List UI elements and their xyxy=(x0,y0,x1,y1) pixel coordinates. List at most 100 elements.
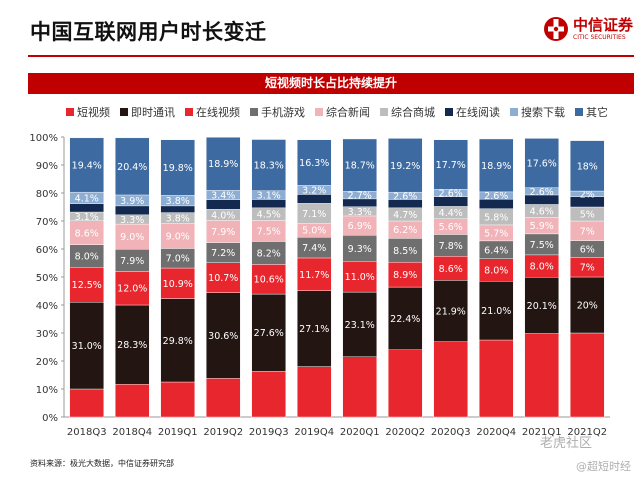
x-tick-label: 2019Q1 xyxy=(158,427,198,438)
legend-label-1: 即时通讯 xyxy=(131,106,175,119)
legend-label-6: 在线阅读 xyxy=(456,105,500,119)
data-label-7-7: 2.6% xyxy=(393,191,417,202)
data-label-3-10: 7.5% xyxy=(530,240,554,251)
bar-segment-0-0 xyxy=(69,388,104,418)
data-label-4-0: 8.6% xyxy=(75,228,99,239)
legend-label-8: 其它 xyxy=(586,105,608,119)
data-label-2-11: 7% xyxy=(580,263,595,274)
data-label-7-3: 3.4% xyxy=(211,190,235,201)
x-tick-label: 2018Q3 xyxy=(67,427,107,438)
data-label-7-9: 2.6% xyxy=(484,191,508,202)
data-label-5-5: 7.1% xyxy=(302,209,326,220)
y-tick-label: 40% xyxy=(36,301,58,312)
data-label-1-9: 21.0% xyxy=(481,306,511,317)
data-label-8-2: 19.8% xyxy=(163,163,193,174)
bar-segment-0-3 xyxy=(206,378,241,418)
data-label-4-3: 7.9% xyxy=(211,227,235,238)
data-label-3-11: 6% xyxy=(580,245,595,256)
data-label-5-3: 4.0% xyxy=(211,210,235,221)
data-label-2-2: 10.9% xyxy=(163,279,193,290)
data-label-8-6: 18.7% xyxy=(345,161,375,172)
legend-swatch-7 xyxy=(510,108,518,116)
bar-segment-2-0 xyxy=(69,267,104,303)
data-label-5-11: 5% xyxy=(580,210,595,221)
y-tick-label: 20% xyxy=(36,357,58,368)
bar-segment-3-6 xyxy=(342,235,377,262)
bar-segment-0-1 xyxy=(115,384,150,418)
bar-segment-0-9 xyxy=(479,339,514,418)
x-tick-label: 2019Q2 xyxy=(203,427,243,438)
data-label-1-2: 29.8% xyxy=(163,336,193,347)
bar-segment-2-4 xyxy=(251,264,286,295)
bar-segment-0-8 xyxy=(433,341,468,418)
data-label-5-2: 3.8% xyxy=(166,213,190,224)
data-label-4-11: 7% xyxy=(580,226,595,237)
bar-segment-8-0 xyxy=(69,137,104,193)
bar-segment-0-7 xyxy=(388,349,423,418)
data-label-2-7: 8.9% xyxy=(393,270,417,281)
data-label-8-0: 19.4% xyxy=(72,161,102,172)
legend-swatch-1 xyxy=(120,108,128,116)
source-note: 资料来源：极光大数据，中信证券研究部 xyxy=(30,459,174,468)
watermark-community: 老虎社区 xyxy=(540,436,593,451)
data-label-7-11: 2% xyxy=(580,189,595,200)
data-label-7-0: 4.1% xyxy=(75,193,99,204)
legend-swatch-5 xyxy=(380,108,388,116)
legend-swatch-0 xyxy=(66,108,74,116)
data-label-7-2: 3.8% xyxy=(166,196,190,207)
data-label-3-4: 8.2% xyxy=(257,248,281,259)
bar-segment-4-0 xyxy=(69,220,104,246)
data-label-5-6: 3.3% xyxy=(348,207,372,218)
data-label-4-10: 5.9% xyxy=(530,221,554,232)
logo-name: 中信证券 xyxy=(573,16,634,34)
bar-segment-8-1 xyxy=(115,137,150,196)
bar-segment-1-6 xyxy=(342,291,377,357)
data-label-8-9: 18.9% xyxy=(481,161,511,172)
legend-swatch-2 xyxy=(185,108,193,116)
data-label-4-5: 5.0% xyxy=(302,226,326,237)
brand-logo: 中信证券 CITIC SECURITIES xyxy=(543,14,635,50)
bar-segment-1-0 xyxy=(69,302,104,390)
data-label-3-3: 7.2% xyxy=(211,248,235,259)
bar-segment-2-8 xyxy=(433,256,468,281)
bar-segment-6-0 xyxy=(69,203,104,213)
data-label-8-10: 17.6% xyxy=(527,159,557,170)
bar-segment-1-5 xyxy=(297,290,332,367)
logo-english: CITIC SECURITIES xyxy=(573,34,626,41)
data-label-3-2: 7.0% xyxy=(166,254,190,265)
bar-segment-0-10 xyxy=(524,333,559,418)
data-label-8-3: 18.9% xyxy=(208,159,238,170)
bar-segment-0-11 xyxy=(570,332,605,418)
bar-segment-0-4 xyxy=(251,371,286,418)
data-label-8-5: 16.3% xyxy=(299,158,329,169)
data-label-3-5: 7.4% xyxy=(302,243,326,254)
data-label-3-0: 8.0% xyxy=(75,252,99,263)
x-tick-label: 2019Q3 xyxy=(249,427,289,438)
bar-segment-6-1 xyxy=(115,205,150,216)
legend-swatch-6 xyxy=(445,108,453,116)
bar-segment-8-8 xyxy=(433,139,468,190)
x-tick-label: 2018Q4 xyxy=(112,427,152,438)
data-label-2-1: 12.0% xyxy=(117,284,147,295)
data-label-5-10: 4.6% xyxy=(530,206,554,217)
bar-segment-8-6 xyxy=(342,138,377,192)
bar-segment-1-9 xyxy=(479,281,514,341)
data-label-4-4: 7.5% xyxy=(257,226,281,237)
data-label-2-8: 8.6% xyxy=(439,264,463,275)
data-label-7-4: 3.1% xyxy=(257,191,281,202)
data-label-1-1: 28.3% xyxy=(117,340,147,351)
data-label-5-4: 4.5% xyxy=(257,210,281,221)
data-label-2-6: 11.0% xyxy=(345,272,375,283)
bar-segment-1-10 xyxy=(524,277,559,334)
x-tick-label: 2020Q3 xyxy=(431,427,471,438)
data-label-2-3: 10.7% xyxy=(208,273,238,284)
watermark-handle: @超短时经 xyxy=(576,460,631,473)
data-label-2-10: 8.0% xyxy=(530,262,554,273)
bar-segment-1-4 xyxy=(251,293,286,372)
data-label-7-5: 3.2% xyxy=(302,185,326,196)
data-label-4-2: 9.0% xyxy=(166,231,190,242)
data-label-7-6: 2.7% xyxy=(348,191,372,202)
data-label-1-6: 23.1% xyxy=(345,320,375,331)
data-label-1-11: 20% xyxy=(577,301,598,312)
data-label-1-8: 21.9% xyxy=(436,307,466,318)
